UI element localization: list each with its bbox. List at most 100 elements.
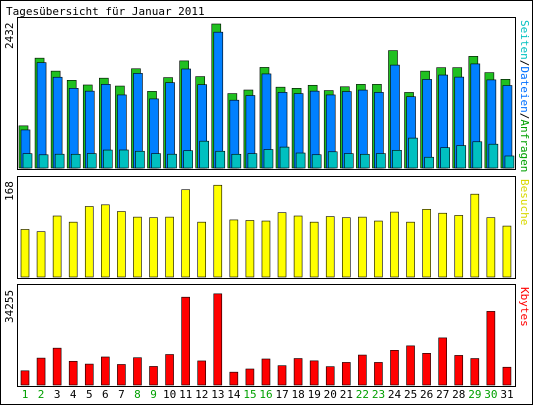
bar-kbytes-day-12 bbox=[197, 360, 207, 386]
bar-kbytes-day-4 bbox=[68, 360, 78, 386]
day-label-23: 23 bbox=[371, 388, 386, 401]
day-label-3: 3 bbox=[53, 388, 61, 401]
bar-kbytes-day-14 bbox=[229, 371, 239, 386]
bar-seiten-day-2 bbox=[38, 154, 49, 169]
bar-seiten-day-21 bbox=[343, 153, 354, 169]
legend-item-traffic-4: Anfragen bbox=[518, 119, 531, 173]
day-label-20: 20 bbox=[323, 388, 337, 401]
bar-besuche-day-29 bbox=[470, 193, 480, 278]
bar-kbytes-day-11 bbox=[181, 296, 190, 386]
day-label-21: 21 bbox=[339, 388, 353, 401]
bar-besuche-day-14 bbox=[229, 219, 239, 278]
bar-seiten-day-24 bbox=[392, 149, 402, 169]
legend-item-besuche-0: Besuche bbox=[518, 179, 531, 226]
legend-kbytes: Kbytes bbox=[518, 287, 531, 327]
bar-kbytes-day-5 bbox=[84, 363, 94, 386]
day-label-25: 25 bbox=[403, 388, 418, 401]
bar-seiten-day-27 bbox=[440, 147, 450, 169]
bar-seiten-day-11 bbox=[183, 150, 193, 169]
bar-seiten-day-8 bbox=[135, 150, 145, 169]
bar-seiten-day-3 bbox=[54, 153, 65, 169]
bar-kbytes-day-9 bbox=[149, 366, 158, 386]
bar-besuche-day-22 bbox=[358, 216, 367, 278]
bar-seiten-day-22 bbox=[360, 153, 370, 169]
bar-seiten-day-23 bbox=[376, 153, 386, 169]
bar-seiten-day-30 bbox=[488, 143, 499, 169]
bar-besuche-day-31 bbox=[502, 225, 512, 278]
day-label-6: 6 bbox=[102, 388, 109, 401]
day-label-4: 4 bbox=[69, 388, 77, 401]
bar-kbytes-day-7 bbox=[117, 364, 126, 386]
bar-besuche-day-19 bbox=[309, 221, 319, 278]
bar-seiten-day-26 bbox=[424, 156, 434, 169]
bar-besuche-day-7 bbox=[117, 211, 126, 278]
bar-besuche-day-20 bbox=[325, 216, 335, 278]
bar-kbytes-day-18 bbox=[293, 358, 303, 386]
bar-besuche-day-5 bbox=[84, 206, 94, 278]
bar-kbytes-day-21 bbox=[341, 362, 351, 386]
bar-kbytes-day-19 bbox=[309, 360, 319, 386]
bar-besuche-day-1 bbox=[20, 229, 30, 278]
day-label-5: 5 bbox=[85, 388, 93, 401]
day-label-7: 7 bbox=[118, 388, 125, 401]
bar-seiten-day-28 bbox=[456, 145, 467, 169]
bar-besuche-day-23 bbox=[374, 220, 383, 278]
day-label-24: 24 bbox=[387, 388, 402, 401]
bar-besuche-day-10 bbox=[165, 216, 174, 278]
bar-kbytes-day-17 bbox=[277, 365, 287, 386]
bar-seiten-day-4 bbox=[70, 153, 81, 169]
day-label-19: 19 bbox=[307, 388, 321, 401]
bar-seiten-day-7 bbox=[119, 149, 129, 169]
day-label-15: 15 bbox=[243, 388, 257, 401]
bar-besuche-day-9 bbox=[149, 217, 158, 278]
bar-besuche-day-25 bbox=[406, 221, 415, 278]
bar-besuche-day-28 bbox=[454, 215, 464, 278]
bar-kbytes-day-10 bbox=[165, 354, 174, 386]
day-label-18: 18 bbox=[291, 388, 305, 401]
legend-item-kbytes-0: Kbytes bbox=[518, 287, 531, 327]
bar-besuche-day-13 bbox=[213, 184, 223, 278]
day-label-16: 16 bbox=[259, 388, 273, 401]
bar-seiten-day-20 bbox=[327, 151, 338, 169]
bar-kbytes-day-26 bbox=[422, 353, 431, 386]
bar-kbytes-day-15 bbox=[245, 368, 255, 386]
legend-item-traffic-2: Dateien bbox=[518, 66, 531, 113]
bar-besuche-day-4 bbox=[68, 221, 78, 278]
bar-seiten-day-18 bbox=[295, 152, 306, 169]
bar-kbytes-day-3 bbox=[52, 347, 62, 386]
bar-besuche-day-6 bbox=[101, 204, 110, 278]
legend-besuche: Besuche bbox=[518, 179, 531, 226]
day-label-11: 11 bbox=[179, 388, 193, 401]
bar-besuche-day-17 bbox=[277, 212, 287, 278]
bar-besuche-day-26 bbox=[422, 208, 431, 278]
day-label-13: 13 bbox=[211, 388, 225, 401]
bar-besuche-day-16 bbox=[261, 220, 271, 278]
bar-seiten-day-14 bbox=[231, 153, 242, 169]
day-label-1: 1 bbox=[21, 388, 29, 401]
bar-besuche-day-8 bbox=[133, 216, 142, 278]
bar-besuche-day-11 bbox=[181, 189, 190, 278]
bar-kbytes-day-20 bbox=[325, 366, 335, 386]
bar-kbytes-day-24 bbox=[390, 350, 399, 386]
bar-seiten-day-31 bbox=[504, 155, 515, 169]
bar-kbytes-day-25 bbox=[406, 345, 415, 386]
max-label-traffic: 2432 bbox=[3, 22, 16, 50]
bar-seiten-day-25 bbox=[408, 137, 418, 169]
day-label-2: 2 bbox=[37, 388, 45, 401]
chart-title: Tagesübersicht für Januar 2011 bbox=[6, 5, 205, 18]
bar-seiten-day-15 bbox=[247, 153, 258, 169]
bar-besuche-day-30 bbox=[486, 217, 496, 278]
bar-kbytes-day-28 bbox=[454, 355, 464, 386]
bar-besuche-day-12 bbox=[197, 221, 207, 278]
day-label-28: 28 bbox=[452, 388, 466, 401]
day-label-29: 29 bbox=[468, 388, 482, 401]
bar-besuche-day-24 bbox=[390, 211, 399, 278]
bar-seiten-day-29 bbox=[472, 141, 483, 169]
bar-besuche-day-27 bbox=[438, 212, 447, 278]
day-label-31: 31 bbox=[500, 388, 514, 401]
day-label-22: 22 bbox=[355, 388, 370, 401]
bar-kbytes-day-27 bbox=[438, 337, 447, 386]
bar-kbytes-day-22 bbox=[358, 354, 367, 386]
bar-seiten-day-13 bbox=[215, 150, 226, 169]
